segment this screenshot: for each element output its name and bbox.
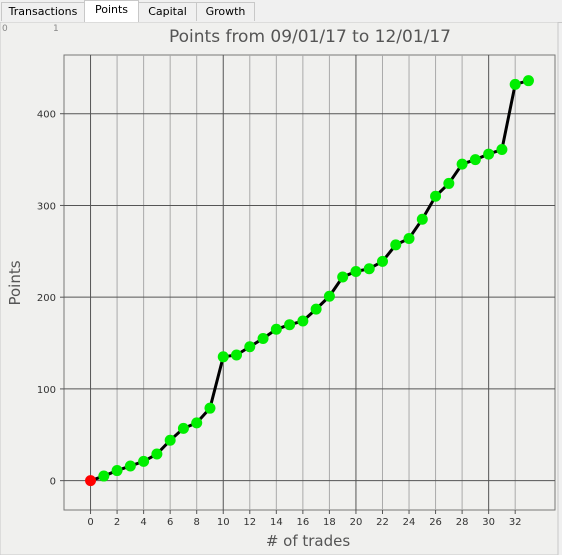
data-point [244,341,256,353]
data-point [164,434,176,446]
y-tick-label: 300 [37,201,56,212]
x-tick-label: 22 [376,517,389,528]
data-point [177,422,189,434]
data-point [270,323,282,335]
x-tick-label: 6 [167,517,173,528]
data-point [430,190,442,202]
x-tick-label: 16 [296,517,309,528]
data-point [151,448,163,460]
y-tick-label: 200 [37,293,56,304]
x-tick-label: 0 [87,517,93,528]
tab-bar: Transactions Points Capital Growth [0,0,562,23]
data-point [204,402,216,414]
data-point [376,255,388,267]
data-point [191,417,203,429]
tab[interactable]: Growth [196,2,255,21]
x-tick-label: 28 [456,517,469,528]
data-point [390,239,402,251]
series-line [90,79,529,483]
data-point [337,271,349,283]
x-tick-label: 8 [194,517,200,528]
corner-label: 1 [53,24,59,34]
tab[interactable]: Capital [138,2,197,21]
data-point [297,315,309,327]
x-tick-label: 12 [243,517,256,528]
data-point [416,213,428,225]
data-point [403,232,415,244]
data-point [350,265,362,277]
x-tick-label: 20 [350,517,363,528]
data-point [443,177,455,189]
data-point [310,303,322,315]
x-tick-label: 2 [114,517,120,528]
chart-title: Points from 09/01/17 to 12/01/17 [169,27,451,47]
data-point [217,351,229,363]
x-tick-label: 10 [217,517,230,528]
y-tick-label: 0 [50,477,56,488]
data-point [469,154,481,166]
data-point [85,475,97,487]
x-tick-label: 30 [482,517,495,528]
tab[interactable]: Transactions [1,2,85,21]
x-tick-label: 32 [509,517,522,528]
x-axis-label: # of trades [266,532,351,550]
corner-label: 0 [2,24,8,34]
x-tick-label: 18 [323,517,336,528]
data-point [522,75,534,87]
x-tick-label: 4 [140,517,146,528]
data-point [323,290,335,302]
data-point [483,148,495,160]
x-tick-label: 24 [403,517,416,528]
data-point [496,143,508,155]
data-point [284,319,296,331]
data-point [456,158,468,170]
data-point [138,455,150,467]
data-point [363,263,375,275]
data-point [257,332,269,344]
x-tick-label: 26 [429,517,442,528]
data-point [111,465,123,477]
x-tick-label: 14 [270,517,283,528]
y-tick-label: 100 [37,385,56,396]
y-axis-label: Points [6,260,24,305]
data-point [98,470,110,482]
data-point [231,349,243,361]
chart: 0 1 Points from 09/01/17 to 12/01/17 # o… [0,22,559,555]
tab[interactable]: Points [84,0,139,22]
data-point [509,78,521,90]
data-point [124,460,136,472]
y-tick-label: 400 [37,110,56,121]
plot-area [63,54,556,511]
